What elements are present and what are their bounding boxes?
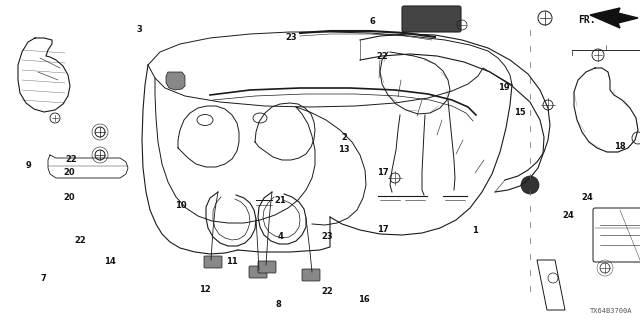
Text: 15: 15 xyxy=(514,108,525,117)
Text: 22: 22 xyxy=(74,236,86,245)
Text: 22: 22 xyxy=(322,287,333,296)
Text: 12: 12 xyxy=(199,285,211,294)
Text: 1: 1 xyxy=(472,226,478,235)
Text: 10: 10 xyxy=(175,201,186,210)
Text: 21: 21 xyxy=(275,196,286,205)
Text: 11: 11 xyxy=(226,257,237,266)
Polygon shape xyxy=(166,72,185,90)
Text: 13: 13 xyxy=(339,145,350,154)
Text: 14: 14 xyxy=(104,257,116,266)
Text: 23: 23 xyxy=(322,232,333,241)
FancyBboxPatch shape xyxy=(302,269,320,281)
Text: 2: 2 xyxy=(341,133,348,142)
Text: 3: 3 xyxy=(137,25,142,34)
Text: 24: 24 xyxy=(582,193,593,202)
Text: 23: 23 xyxy=(285,33,297,42)
FancyBboxPatch shape xyxy=(204,256,222,268)
FancyBboxPatch shape xyxy=(249,266,267,278)
Text: 9: 9 xyxy=(26,161,31,170)
Text: 7: 7 xyxy=(41,274,46,283)
Text: 18: 18 xyxy=(614,142,625,151)
Text: FR.: FR. xyxy=(578,15,596,25)
Text: 22: 22 xyxy=(377,52,388,61)
Text: TX64B3700A: TX64B3700A xyxy=(589,308,632,314)
FancyBboxPatch shape xyxy=(402,6,461,32)
Text: 17: 17 xyxy=(377,225,388,234)
Text: 20: 20 xyxy=(63,193,75,202)
Text: 19: 19 xyxy=(499,83,510,92)
Text: 6: 6 xyxy=(369,17,376,26)
Text: 24: 24 xyxy=(563,211,574,220)
Text: 4: 4 xyxy=(277,232,284,241)
Polygon shape xyxy=(590,8,638,28)
FancyBboxPatch shape xyxy=(258,261,276,273)
Text: 22: 22 xyxy=(66,155,77,164)
Text: 20: 20 xyxy=(63,168,75,177)
Circle shape xyxy=(521,176,539,194)
Text: 17: 17 xyxy=(377,168,388,177)
Text: 8: 8 xyxy=(276,300,281,309)
Text: 16: 16 xyxy=(358,295,369,304)
